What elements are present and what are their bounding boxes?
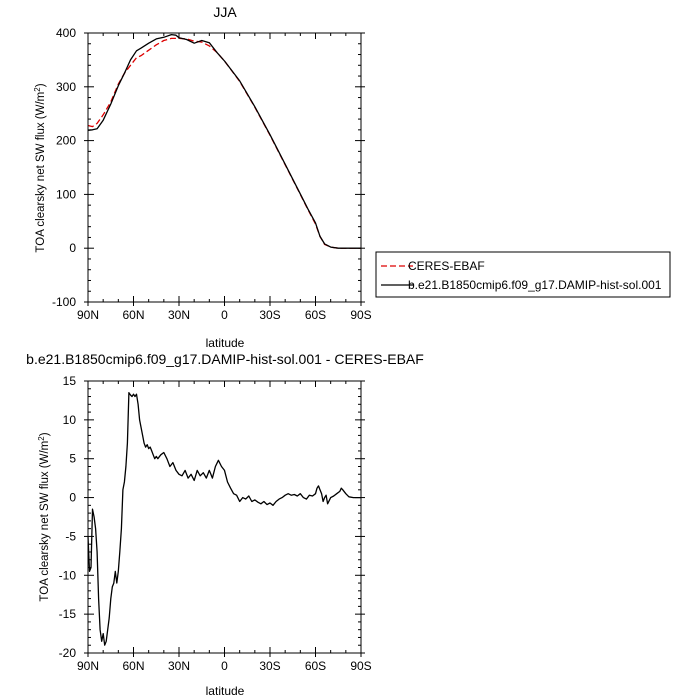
- bottom-y-tick-label: -15: [59, 607, 77, 621]
- top-chart-y-axis-label: TOA clearsky net SW flux (W/m2): [33, 83, 47, 252]
- top-x-tick-label: 90S: [350, 308, 371, 322]
- bottom-x-tick-label: 60S: [305, 659, 326, 673]
- bottom-y-tick-label: 10: [63, 413, 77, 427]
- bottom-chart-y-axis-label: TOA clearsky net SW flux (W/m2): [37, 432, 51, 601]
- top-chart: JJA TOA clearsky net SW flux (W/m2) lati…: [33, 4, 671, 350]
- top-y-tick-label: 100: [56, 187, 76, 201]
- bottom-x-tick-label: 30N: [168, 659, 190, 673]
- top-x-tick-label: 60N: [122, 308, 144, 322]
- bottom-x-tick-label: 90S: [350, 659, 371, 673]
- top-chart-plot-frame: [87, 32, 362, 303]
- bottom-x-tick-label: 30S: [259, 659, 280, 673]
- bottom-x-tick-label: 0: [221, 659, 228, 673]
- bottom-chart-series: [87, 392, 361, 646]
- top-chart-title: JJA: [213, 4, 237, 20]
- legend-label-model: b.e21.B1850cmip6.f09_g17.DAMIP-hist-sol.…: [408, 278, 662, 292]
- bottom-chart-plot-frame: [87, 380, 362, 654]
- bottom-y-tick-label: -10: [59, 568, 77, 582]
- top-x-tick-label: 30N: [168, 308, 190, 322]
- top-y-tick-label: 300: [56, 80, 76, 94]
- top-x-tick-label: 0: [221, 308, 228, 322]
- top-chart-series: [87, 33, 361, 249]
- top-series-0-line: [87, 37, 361, 249]
- bottom-y-tick-label: 0: [69, 491, 76, 505]
- bottom-chart-title: b.e21.B1850cmip6.f09_g17.DAMIP-hist-sol.…: [26, 351, 424, 367]
- top-chart-x-axis-label: latitude: [206, 336, 245, 350]
- top-x-tick-label: 60S: [305, 308, 326, 322]
- bottom-chart-tick-labels: 90N 60N 30N 0 30S 60S 90S -20 -15 -10 -5 0 5 10 15: [59, 374, 372, 673]
- top-chart-legend: CERES-EBAF b.e21.B1850cmip6.f09_g17.DAMI…: [375, 251, 671, 298]
- bottom-chart-x-axis-label: latitude: [206, 684, 245, 698]
- top-x-tick-label: 30S: [259, 308, 280, 322]
- bottom-y-tick-label: -20: [59, 646, 77, 660]
- top-y-tick-label: 0: [69, 241, 76, 255]
- legend-frame: [375, 251, 671, 298]
- bottom-x-tick-label: 90N: [77, 659, 99, 673]
- top-chart-tick-labels: 90N 60N 30N 0 30S 60S 90S -100 0 100 200 300 400: [52, 26, 372, 322]
- top-series-1-line: [87, 33, 361, 249]
- bottom-y-tick-label: 15: [63, 374, 77, 388]
- bottom-y-tick-label: 5: [69, 452, 76, 466]
- top-x-tick-label: 90N: [77, 308, 99, 322]
- top-y-tick-label: -100: [52, 295, 76, 309]
- bottom-x-tick-label: 60N: [122, 659, 144, 673]
- bottom-difference-line: [87, 392, 361, 646]
- bottom-y-tick-label: -5: [65, 529, 76, 543]
- top-chart-ticks: [84, 32, 365, 306]
- bottom-chart: b.e21.B1850cmip6.f09_g17.DAMIP-hist-sol.…: [26, 351, 424, 698]
- legend-label-ceres: CERES-EBAF: [408, 259, 485, 273]
- bottom-chart-ticks: [84, 380, 365, 657]
- top-y-tick-label: 400: [56, 26, 76, 40]
- top-y-tick-label: 200: [56, 134, 76, 148]
